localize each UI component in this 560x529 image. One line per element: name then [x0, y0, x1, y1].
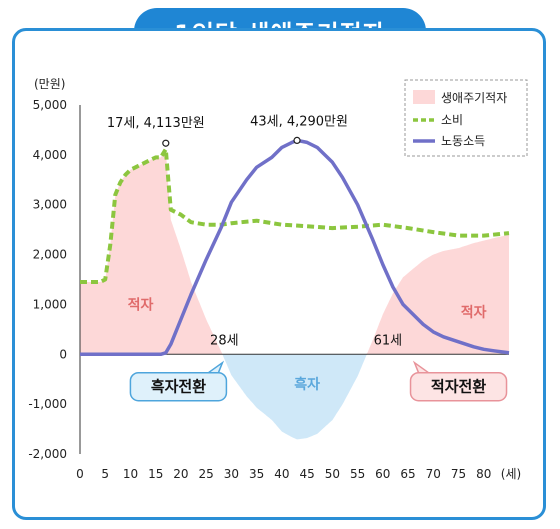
x-tick-label: 10	[123, 467, 138, 481]
income-peak-marker	[293, 136, 301, 144]
x-tick-label: 20	[173, 467, 188, 481]
y-tick-label: 5,000	[33, 98, 67, 112]
x-tick-label: 15	[148, 467, 163, 481]
x-tick-label: 25	[199, 467, 214, 481]
y-tick-label: 2,000	[33, 248, 67, 262]
legend-label-income: 노동소득	[441, 134, 485, 148]
region-label: 적자	[128, 296, 154, 313]
callout-tail	[206, 360, 225, 374]
y-tick-label: 0	[59, 347, 67, 361]
consumption-peak-label: 17세, 4,113만원	[107, 116, 205, 131]
y-tick-label: 3,000	[33, 198, 67, 212]
x-axis-unit: (세)	[501, 467, 521, 481]
legend-swatch-deficit	[413, 90, 435, 104]
surplus-area-negative	[80, 354, 509, 440]
callout-bubble	[409, 371, 508, 402]
income-peak-label: 43세, 4,290만원	[250, 114, 348, 129]
region-label: 적자	[461, 304, 487, 321]
callout-label: 흑자전환	[151, 378, 206, 396]
x-tick-label: 75	[451, 467, 466, 481]
deficit-area-positive	[80, 150, 509, 355]
x-tick-label: 80	[476, 467, 491, 481]
x-tick-label: 30	[224, 467, 239, 481]
x-tick-label: 55	[350, 467, 365, 481]
legend-label-consumption: 소비	[441, 113, 463, 127]
y-axis-unit: (만원)	[34, 77, 65, 91]
deficit-start-age-label: 61세	[374, 333, 403, 348]
region-label: 흑자	[294, 376, 320, 393]
x-tick-label: 65	[400, 467, 415, 481]
callout-label: 적자전환	[431, 378, 486, 396]
consumption-peak-marker	[162, 139, 170, 147]
labor-income-line	[80, 138, 510, 357]
x-tick-label: 60	[375, 467, 390, 481]
y-tick-label: -1,000	[28, 397, 67, 411]
consumption-line	[80, 147, 510, 284]
y-tick-label: 4,000	[33, 148, 67, 162]
legend-label-deficit: 생애주기적자	[441, 91, 507, 105]
y-tick-label: -2,000	[28, 447, 67, 461]
x-tick-label: 0	[76, 467, 84, 481]
y-tick-label: 1,000	[33, 297, 67, 311]
callout-bubble	[129, 371, 228, 402]
x-tick-label: 45	[299, 467, 314, 481]
x-tick-label: 40	[274, 467, 289, 481]
x-tick-label: 70	[426, 467, 441, 481]
callout-tail	[412, 360, 431, 374]
x-tick-label: 35	[249, 467, 264, 481]
surplus-start-age-label: 28세	[210, 333, 239, 348]
x-tick-label: 5	[101, 467, 109, 481]
x-tick-label: 50	[325, 467, 340, 481]
